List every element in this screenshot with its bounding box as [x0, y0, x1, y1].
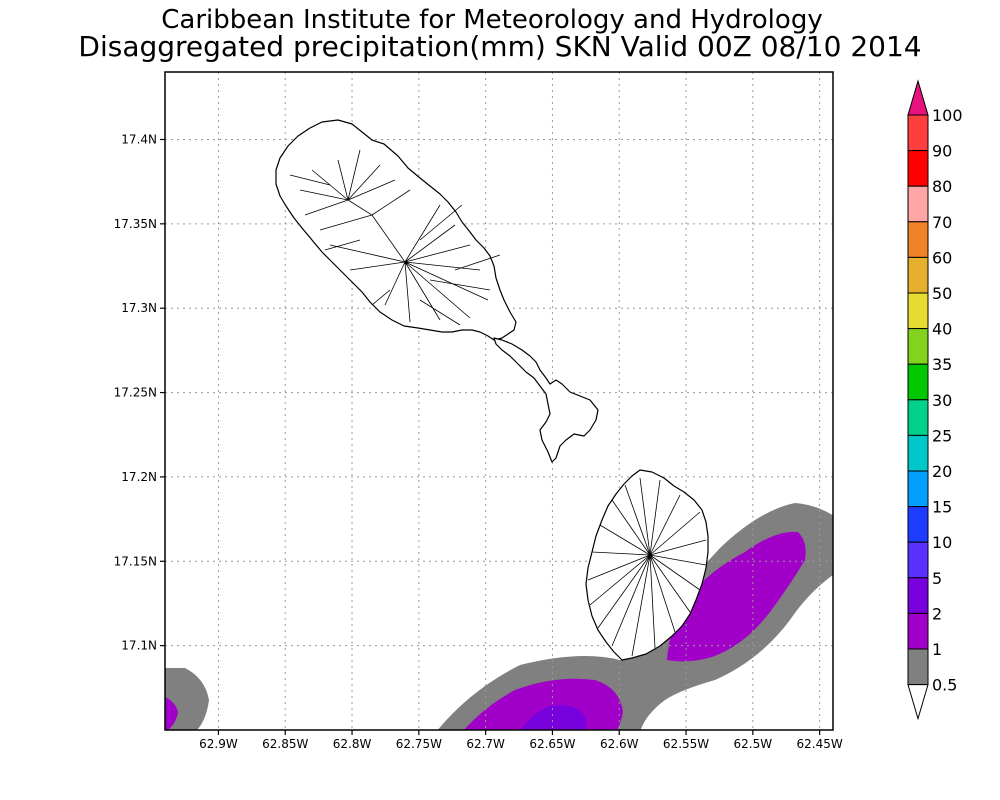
legend-swatch: [907, 470, 929, 508]
legend-swatch: [907, 399, 929, 436]
nevis-rivers: [587, 477, 707, 657]
legend-label: 20: [932, 462, 952, 481]
lon-tick-label: 62.6W: [600, 737, 639, 751]
legend-label: 90: [932, 142, 952, 161]
legend-label: 5: [932, 569, 942, 588]
title-line-2: Disaggregated precipitation(mm) SKN Vali…: [78, 30, 921, 63]
legend-label: 40: [932, 320, 952, 339]
lon-tick-label: 62.9W: [199, 737, 238, 751]
legend-swatch: [907, 328, 929, 365]
lon-tick-label: 62.5W: [734, 737, 773, 751]
lat-tick-label: 17.35N: [114, 217, 157, 231]
legend-swatch: [907, 256, 929, 294]
legend-label: 80: [932, 177, 952, 196]
lat-tick-label: 17.15N: [114, 554, 157, 568]
lon-tick-label: 62.8W: [333, 737, 372, 751]
lat-tick-label: 17.4N: [121, 132, 157, 146]
legend-swatch: [907, 434, 929, 472]
precip-area-1-east: [667, 531, 806, 662]
islands: [275, 119, 709, 661]
legend-label: 60: [932, 248, 952, 267]
lon-tick-label: 62.55W: [663, 737, 709, 751]
lat-tick-label: 17.25N: [114, 386, 157, 400]
legend-label: 30: [932, 391, 952, 410]
precip-area-2-south: [521, 705, 587, 730]
legend-label: 35: [932, 355, 952, 374]
legend-label: 50: [932, 284, 952, 303]
island-nevis: [585, 469, 709, 661]
legend-label: 2: [932, 604, 942, 623]
legend-label: 100: [932, 106, 963, 125]
legend-swatch: [907, 612, 929, 650]
map-border: [164, 71, 834, 731]
legend-swatch: [907, 541, 929, 579]
longitude-axis: 62.9W 62.85W 62.8W 62.75W 62.7W 62.65W 62.6W 62…: [199, 730, 843, 751]
island-st-kitts-peninsula: [493, 337, 599, 463]
lon-tick-label: 62.85W: [262, 737, 308, 751]
legend-swatch: [907, 648, 929, 686]
legend-arrow-top: [907, 79, 929, 116]
legend-swatch: [907, 185, 929, 223]
legend-label: 10: [932, 533, 952, 552]
legend-swatch: [907, 221, 929, 258]
lat-tick-label: 17.3N: [121, 301, 157, 315]
lon-tick-label: 62.65W: [529, 737, 575, 751]
latitude-axis: 17.4N 17.35N 17.3N 17.25N 17.2N 17.15N 17.1N: [114, 132, 165, 653]
lat-tick-label: 17.1N: [121, 639, 157, 653]
legend-swatch: [907, 506, 929, 543]
lon-tick-label: 62.75W: [396, 737, 442, 751]
st-kitts-rivers: [289, 149, 501, 326]
legend-swatch: [907, 292, 929, 330]
color-legend: 100 90 80 70 60 50 40 35 30 25 20 15 10 5 2 1 0.5: [907, 79, 963, 721]
legend-swatch: [907, 363, 929, 401]
legend-swatch: [907, 114, 929, 152]
legend-label: 0.5: [932, 676, 957, 695]
legend-label: 25: [932, 426, 952, 445]
lat-tick-label: 17.2N: [121, 470, 157, 484]
precipitation-field: [165, 503, 833, 730]
precip-area-1-southwest: [165, 697, 178, 730]
lon-tick-label: 62.45W: [797, 737, 843, 751]
lon-tick-label: 62.7W: [466, 737, 505, 751]
legend-swatch: [907, 577, 929, 614]
title-line-1: Caribbean Institute for Meteorology and …: [161, 5, 822, 35]
legend-label: 15: [932, 498, 952, 517]
legend-arrow-bottom: [907, 684, 929, 721]
legend-label: 1: [932, 640, 942, 659]
legend-swatch: [907, 150, 929, 187]
legend-label: 70: [932, 213, 952, 232]
